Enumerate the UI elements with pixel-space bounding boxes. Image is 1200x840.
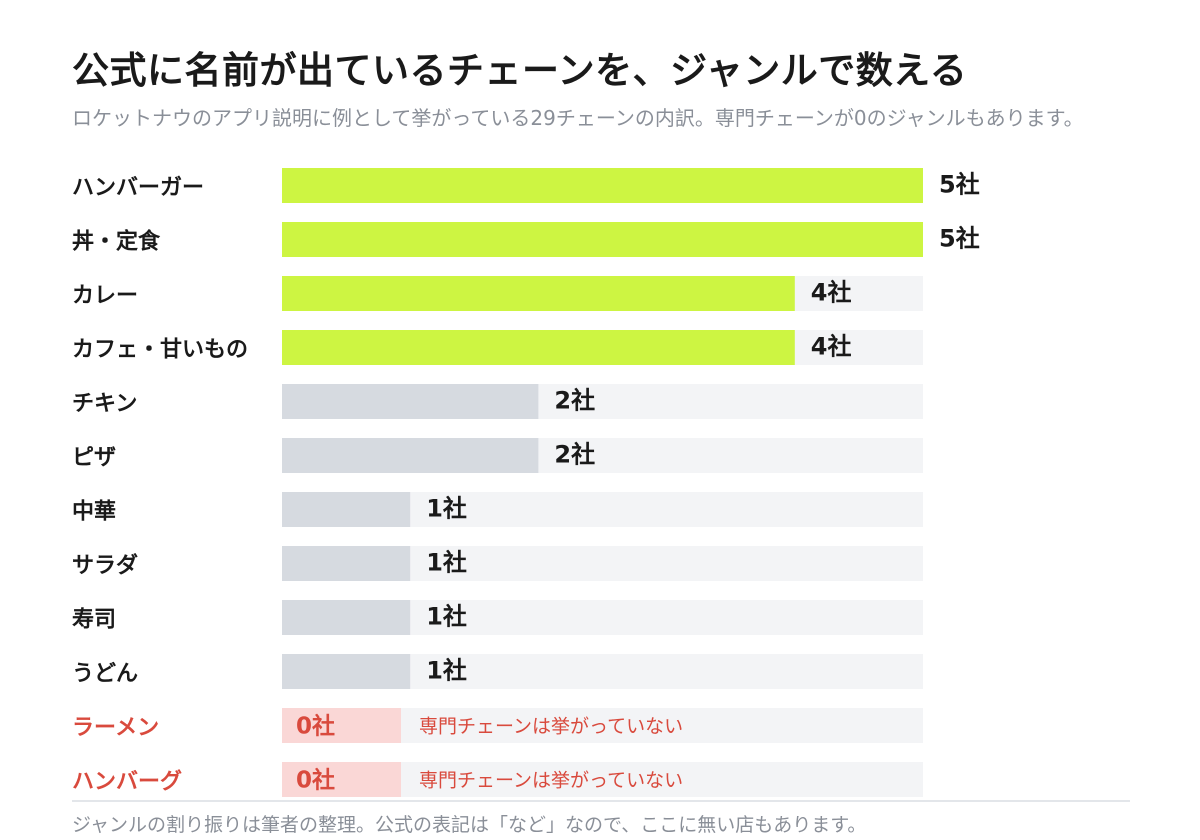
- value-label: 1社: [426, 603, 467, 631]
- value-label: 2社: [554, 441, 595, 469]
- category-label: ハンバーグ: [72, 769, 182, 795]
- bar: [282, 492, 411, 527]
- bar: [282, 276, 795, 311]
- value-label: 2社: [554, 387, 595, 415]
- category-label: カレー: [72, 284, 138, 309]
- category-label: カフェ・甘いもの: [72, 338, 248, 363]
- category-label: ラーメン: [72, 716, 159, 741]
- bar: [282, 168, 923, 203]
- value-label: 4社: [811, 279, 852, 307]
- value-label: 4社: [811, 333, 852, 361]
- value-label: 5社: [939, 225, 980, 253]
- bar: [282, 546, 411, 581]
- category-label: サラダ: [72, 553, 138, 579]
- value-label: 0社: [296, 767, 335, 794]
- bar: [282, 330, 795, 365]
- category-label: 中華: [72, 500, 116, 525]
- chart-subtitle: ロケットナウのアプリ説明に例として挙がっている29チェーンの内訳。専門チェーンが…: [72, 106, 1084, 130]
- value-label: 5社: [939, 171, 980, 199]
- category-label: 丼・定食: [72, 229, 161, 255]
- footer-divider: [72, 800, 1130, 802]
- value-label: 0社: [296, 713, 335, 740]
- bar-note: 専門チェーンは挙がっていない: [419, 770, 683, 792]
- bar: [282, 600, 411, 635]
- value-label: 1社: [426, 549, 467, 577]
- bar: [282, 438, 539, 473]
- chart-title: 公式に名前が出ているチェーンを、ジャンルで数える: [72, 49, 968, 92]
- bar-zero: [282, 708, 401, 743]
- value-label: 1社: [426, 495, 467, 523]
- value-label: 1社: [426, 657, 467, 685]
- bar: [282, 654, 411, 689]
- category-label: 寿司: [72, 607, 116, 633]
- category-label: ピザ: [72, 446, 116, 471]
- category-label: チキン: [72, 392, 137, 417]
- bar-note: 専門チェーンは挙がっていない: [419, 716, 683, 738]
- category-label: ハンバーガー: [72, 176, 204, 201]
- bar: [282, 384, 539, 419]
- footnote: ジャンルの割り振りは筆者の整理。公式の表記は「など」なので、ここに無い店もありま…: [72, 814, 867, 836]
- bar: [282, 222, 923, 257]
- bar-zero: [282, 762, 401, 797]
- category-label: うどん: [72, 662, 138, 687]
